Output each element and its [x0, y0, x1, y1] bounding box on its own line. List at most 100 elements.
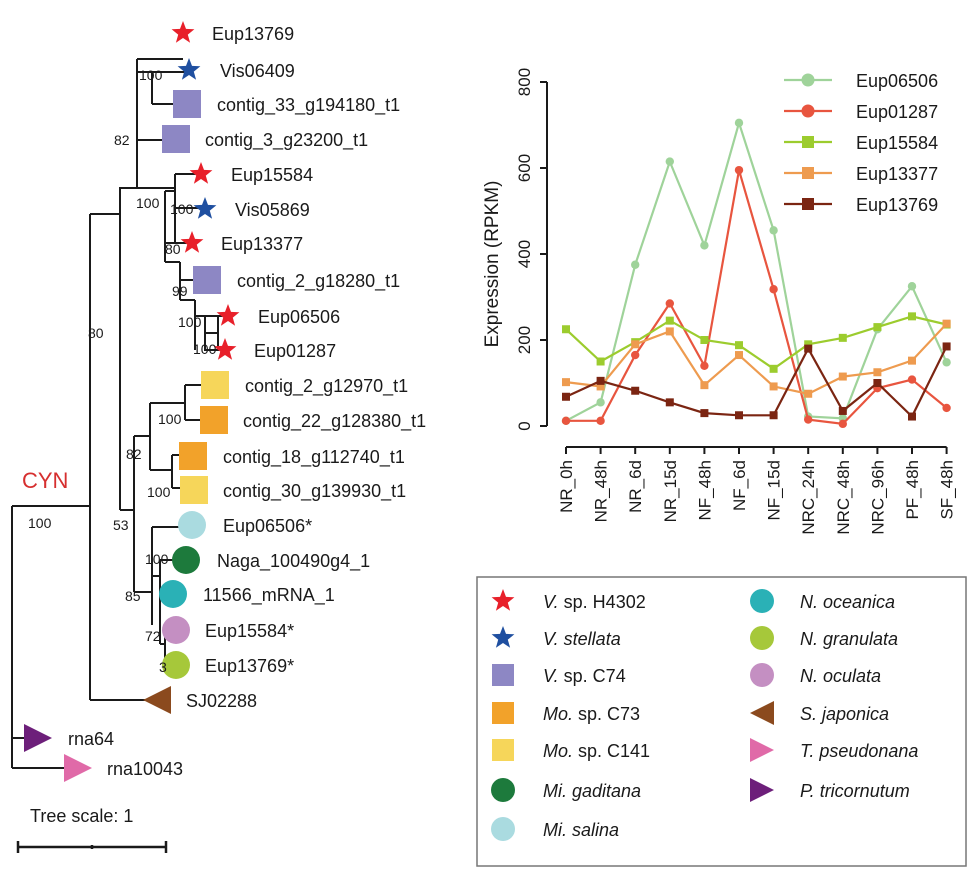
- species-name: Mo. sp. C73: [543, 704, 640, 724]
- y-tick-label: 0: [515, 421, 534, 430]
- legend-marker-icon: [801, 104, 815, 118]
- leaf-label: Eup06506: [258, 307, 340, 327]
- tree-leaves: Eup13769 Vis06409 contig_33_g194180_t1cont…: [24, 21, 426, 782]
- data-point: [700, 381, 709, 390]
- species-legend-item: V. sp. C74: [492, 664, 626, 686]
- species-name: V. stellata: [543, 629, 621, 649]
- square-marker-icon: [180, 476, 208, 504]
- data-point: [769, 226, 778, 235]
- data-point: [942, 319, 951, 328]
- legend-item: Eup15584: [784, 133, 938, 153]
- species-legend: V. sp. H4302 V. stellata V. sp. C74 Mo. sp.…: [491, 589, 918, 841]
- species-name: V. sp. H4302: [543, 592, 646, 612]
- data-point: [735, 341, 743, 350]
- x-tick-label: NF_6d: [730, 460, 749, 511]
- series-line: [565, 322, 948, 395]
- species-legend-item: N. oculata: [750, 663, 881, 687]
- leaf-label: Vis05869: [235, 200, 310, 220]
- leaf-label: Eup01287: [254, 341, 336, 361]
- data-point: [838, 419, 847, 429]
- x-tick-label: NR_0h: [557, 460, 576, 513]
- species-legend-item: Mi. salina: [491, 817, 619, 841]
- leaf-label: contig_30_g139930_t1: [223, 481, 406, 502]
- data-point: [907, 282, 917, 291]
- y-tick-label: 800: [515, 68, 534, 96]
- species-name: N. granulata: [800, 629, 898, 649]
- data-point: [700, 336, 709, 344]
- data-point: [735, 351, 743, 360]
- x-tick-label: NRC_48h: [834, 460, 853, 535]
- tree-leaf: rna64: [24, 724, 114, 752]
- bootstrap-value: 100: [193, 341, 217, 357]
- tri-right-legend-icon: [750, 778, 774, 802]
- star-marker-icon: [171, 21, 195, 43]
- tree-leaf: Eup13377: [180, 231, 303, 254]
- x-tick-label: NR_6d: [626, 460, 645, 513]
- tree-leaf: contig_18_g112740_t1: [179, 442, 405, 470]
- bootstrap-value: 53: [113, 517, 129, 533]
- data-point: [734, 118, 744, 128]
- tree-leaf: contig_22_g128380_t1: [200, 406, 426, 434]
- data-point: [769, 411, 778, 420]
- species-legend-item: V. stellata: [491, 626, 621, 649]
- x-tick-label: NRC_24h: [799, 460, 818, 535]
- y-tick-label: 600: [515, 154, 534, 182]
- data-point: [873, 379, 882, 387]
- data-point: [596, 357, 605, 366]
- square-legend-icon: [492, 664, 514, 686]
- leaf-label: Naga_100490g4_1: [217, 551, 370, 572]
- series-line: [566, 169, 948, 426]
- star-marker-icon: [189, 162, 213, 184]
- circle-marker-icon: [162, 651, 190, 679]
- tri-left-marker-icon: [143, 686, 171, 714]
- legend-marker-icon: [801, 73, 815, 87]
- tree-leaf: Eup01287: [213, 338, 336, 361]
- bootstrap-value: 100: [28, 515, 52, 531]
- circle-marker-icon: [172, 546, 200, 574]
- data-point: [734, 165, 744, 175]
- data-point: [907, 375, 917, 384]
- tree-leaf: contig_30_g139930_t1: [180, 476, 406, 504]
- tree-scale-label: Tree scale: 1: [30, 806, 133, 826]
- x-tick-label: NRC_96h: [868, 460, 887, 535]
- data-point: [631, 350, 640, 360]
- leaf-label: Eup15584*: [205, 621, 294, 641]
- bootstrap-value: 100: [178, 314, 202, 330]
- bootstrap-value: 82: [114, 132, 130, 148]
- species-name: P. tricornutum: [800, 781, 910, 801]
- leaf-label: 11566_mRNA_1: [203, 585, 335, 606]
- bootstrap-value: 80: [88, 325, 104, 341]
- bootstrap-value: 3: [159, 659, 167, 675]
- series-line: [565, 345, 948, 419]
- species-name: T. pseudonana: [800, 741, 918, 761]
- bootstrap-value: 100: [147, 484, 171, 500]
- data-point: [631, 386, 640, 395]
- data-point: [700, 361, 709, 370]
- leaf-label: contig_18_g112740_t1: [223, 447, 405, 468]
- legend-item: Eup13769: [784, 195, 938, 215]
- species-name: Mi. gaditana: [543, 781, 641, 801]
- data-point: [665, 299, 674, 308]
- species-legend-item: Mo. sp. C141: [492, 739, 650, 761]
- tree-leaf: Eup13769: [171, 21, 294, 44]
- data-point: [769, 364, 778, 373]
- tri-right-legend-icon: [750, 738, 774, 762]
- data-point: [596, 376, 605, 385]
- circle-legend-icon: [750, 626, 774, 650]
- leaf-label: Eup06506*: [223, 516, 312, 536]
- bootstrap-value: 100: [145, 551, 169, 567]
- species-legend-item: T. pseudonana: [750, 738, 918, 762]
- legend-label: Eup13769: [856, 195, 938, 215]
- data-point: [873, 323, 882, 332]
- leaf-label: Eup15584: [231, 165, 313, 185]
- clade-label-cyn: CYN: [22, 468, 68, 493]
- data-point: [942, 358, 951, 367]
- data-point: [562, 378, 570, 387]
- x-tick-label: SF_48h: [938, 460, 957, 520]
- leaf-label: rna64: [68, 729, 114, 749]
- data-point: [561, 416, 571, 426]
- x-tick-label: NF_15d: [765, 460, 784, 520]
- square-marker-icon: [200, 406, 228, 434]
- data-point: [942, 342, 951, 351]
- species-name: Mi. salina: [543, 820, 619, 840]
